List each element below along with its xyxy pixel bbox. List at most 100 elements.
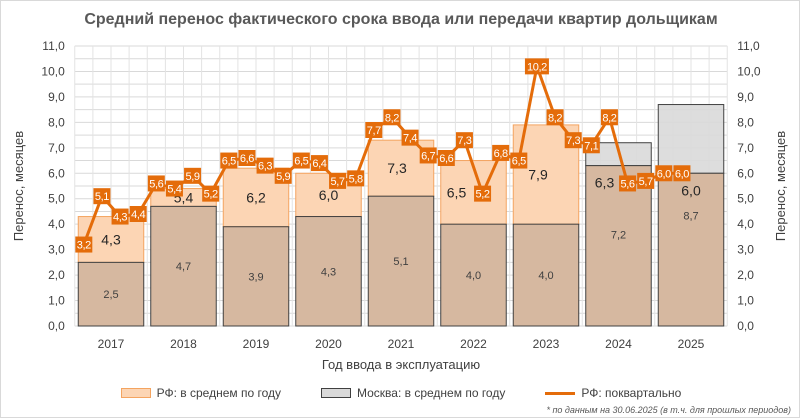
point-label: 4,4 <box>131 209 145 221</box>
data-label-rf-annual: 6,5 <box>447 184 467 200</box>
point-label-box <box>510 152 528 169</box>
point-label: 6,0 <box>657 168 671 180</box>
point-label: 5,9 <box>186 171 200 183</box>
point-label: 7,7 <box>367 125 381 137</box>
point-label-box <box>75 236 93 253</box>
point-label: 3,2 <box>77 240 91 252</box>
point-label: 8,2 <box>602 112 616 124</box>
y-axis-label-right: Перенос, месяцев <box>773 131 788 241</box>
point-label-box <box>455 132 473 149</box>
point-label: 6,4 <box>312 158 326 170</box>
y-tick-label-right: 8,0 <box>737 115 754 129</box>
data-label-moscow: 8,7 <box>683 210 698 222</box>
point-label-box <box>437 150 455 166</box>
point-label-box <box>419 147 437 164</box>
point-label: 7,3 <box>566 135 580 147</box>
point-label-box <box>256 157 274 174</box>
legend-swatch <box>545 391 576 395</box>
y-axis-label-left: Перенос, месяцев <box>11 131 26 241</box>
point-label: 4,3 <box>113 212 127 224</box>
bar-overlap <box>657 172 725 327</box>
point-label-box <box>564 132 582 149</box>
x-tick-label: 2025 <box>678 337 705 351</box>
point-label: 7,4 <box>403 133 417 145</box>
point-label-box <box>93 188 111 205</box>
point-label: 5,1 <box>95 191 109 203</box>
point-label: 5,8 <box>349 173 363 185</box>
point-label-box <box>111 208 129 225</box>
bar-overlap <box>585 165 652 327</box>
bar-overlap <box>77 261 145 327</box>
point-label-box <box>546 109 564 126</box>
legend-item-rf-annual: РФ: в среднем по году <box>120 386 281 400</box>
legend-label: Москва: в среднем по году <box>357 386 506 400</box>
y-tick-label-right: 3,0 <box>737 243 754 257</box>
y-tick-label-right: 11,0 <box>737 39 760 53</box>
point-label: 6,3 <box>258 161 272 173</box>
point-label: 6,5 <box>222 156 236 168</box>
y-tick-label-left: 4,0 <box>48 217 65 231</box>
point-label: 6,0 <box>675 168 689 180</box>
bar-overlap <box>150 205 217 327</box>
data-label-moscow: 4,0 <box>466 270 481 282</box>
legend-label: РФ: в среднем по году <box>156 386 281 400</box>
point-label: 8,2 <box>385 112 399 124</box>
legend-swatch <box>321 388 351 398</box>
legend-item-moscow-annual: Москва: в среднем по году <box>321 386 505 400</box>
point-label: 6,8 <box>494 148 508 160</box>
point-label: 8,2 <box>548 112 562 124</box>
data-label-rf-annual: 6,2 <box>246 189 266 205</box>
point-label: 5,7 <box>331 176 345 188</box>
point-label-box <box>238 150 256 166</box>
data-label-rf-annual: 7,3 <box>387 160 407 176</box>
legend-item-rf-quarterly: РФ: поквартально <box>545 386 681 400</box>
point-label: 7,3 <box>457 135 471 147</box>
y-tick-label-right: 0,0 <box>737 319 754 333</box>
legend: РФ: в среднем по году Москва: в среднем … <box>1 386 799 400</box>
y-tick-label-left: 2,0 <box>48 268 65 282</box>
data-label-moscow: 4,7 <box>176 261 191 273</box>
x-tick-label: 2024 <box>605 337 632 351</box>
point-label: 5,4 <box>167 184 181 196</box>
x-tick-label: 2022 <box>460 337 487 351</box>
point-label-box <box>274 167 292 184</box>
y-tick-label-left: 8,0 <box>48 115 65 129</box>
data-label-rf-annual: 7,9 <box>528 167 548 183</box>
point-label-box <box>220 152 238 169</box>
y-tick-label-left: 9,0 <box>48 90 65 104</box>
y-tick-label-left: 3,0 <box>48 243 65 257</box>
point-label-box <box>365 122 383 138</box>
y-tick-label-left: 0,0 <box>48 319 65 333</box>
point-label: 6,6 <box>439 153 453 165</box>
point-label-box <box>524 58 549 75</box>
point-label-box <box>619 175 637 192</box>
point-label-box <box>347 170 365 187</box>
y-tick-label-right: 5,0 <box>737 192 754 206</box>
data-label-rf-annual: 4,3 <box>101 231 121 247</box>
point-label: 7,1 <box>584 140 598 152</box>
point-label: 5,7 <box>639 176 653 188</box>
point-label-box <box>673 165 691 182</box>
point-label: 5,6 <box>621 178 635 190</box>
point-label-box <box>383 109 401 126</box>
data-label-rf-annual: 6,3 <box>595 175 615 191</box>
point-label: 6,7 <box>421 150 435 162</box>
point-label: 5,9 <box>276 171 290 183</box>
x-tick-label: 2021 <box>388 337 415 351</box>
y-tick-label-right: 9,0 <box>737 90 754 104</box>
point-label-box <box>184 167 202 184</box>
y-tick-label-right: 1,0 <box>737 294 754 308</box>
point-label-box <box>165 180 183 197</box>
point-label-box <box>310 155 328 172</box>
data-label-rf-annual: 6,0 <box>319 187 339 203</box>
y-tick-label-left: 10,0 <box>41 64 65 78</box>
chart-title: Средний перенос фактического срока ввода… <box>84 11 718 28</box>
y-tick-label-left: 7,0 <box>48 141 65 155</box>
y-tick-label-right: 6,0 <box>737 166 754 180</box>
footnote: * по данным на 30.06.2025 (в т.ч. для пр… <box>546 405 791 415</box>
bar-overlap <box>440 223 507 327</box>
bar-moscow-annual <box>657 104 725 174</box>
point-label-box <box>474 185 492 202</box>
bar-overlap <box>295 216 362 327</box>
x-tick-label: 2018 <box>170 337 197 351</box>
